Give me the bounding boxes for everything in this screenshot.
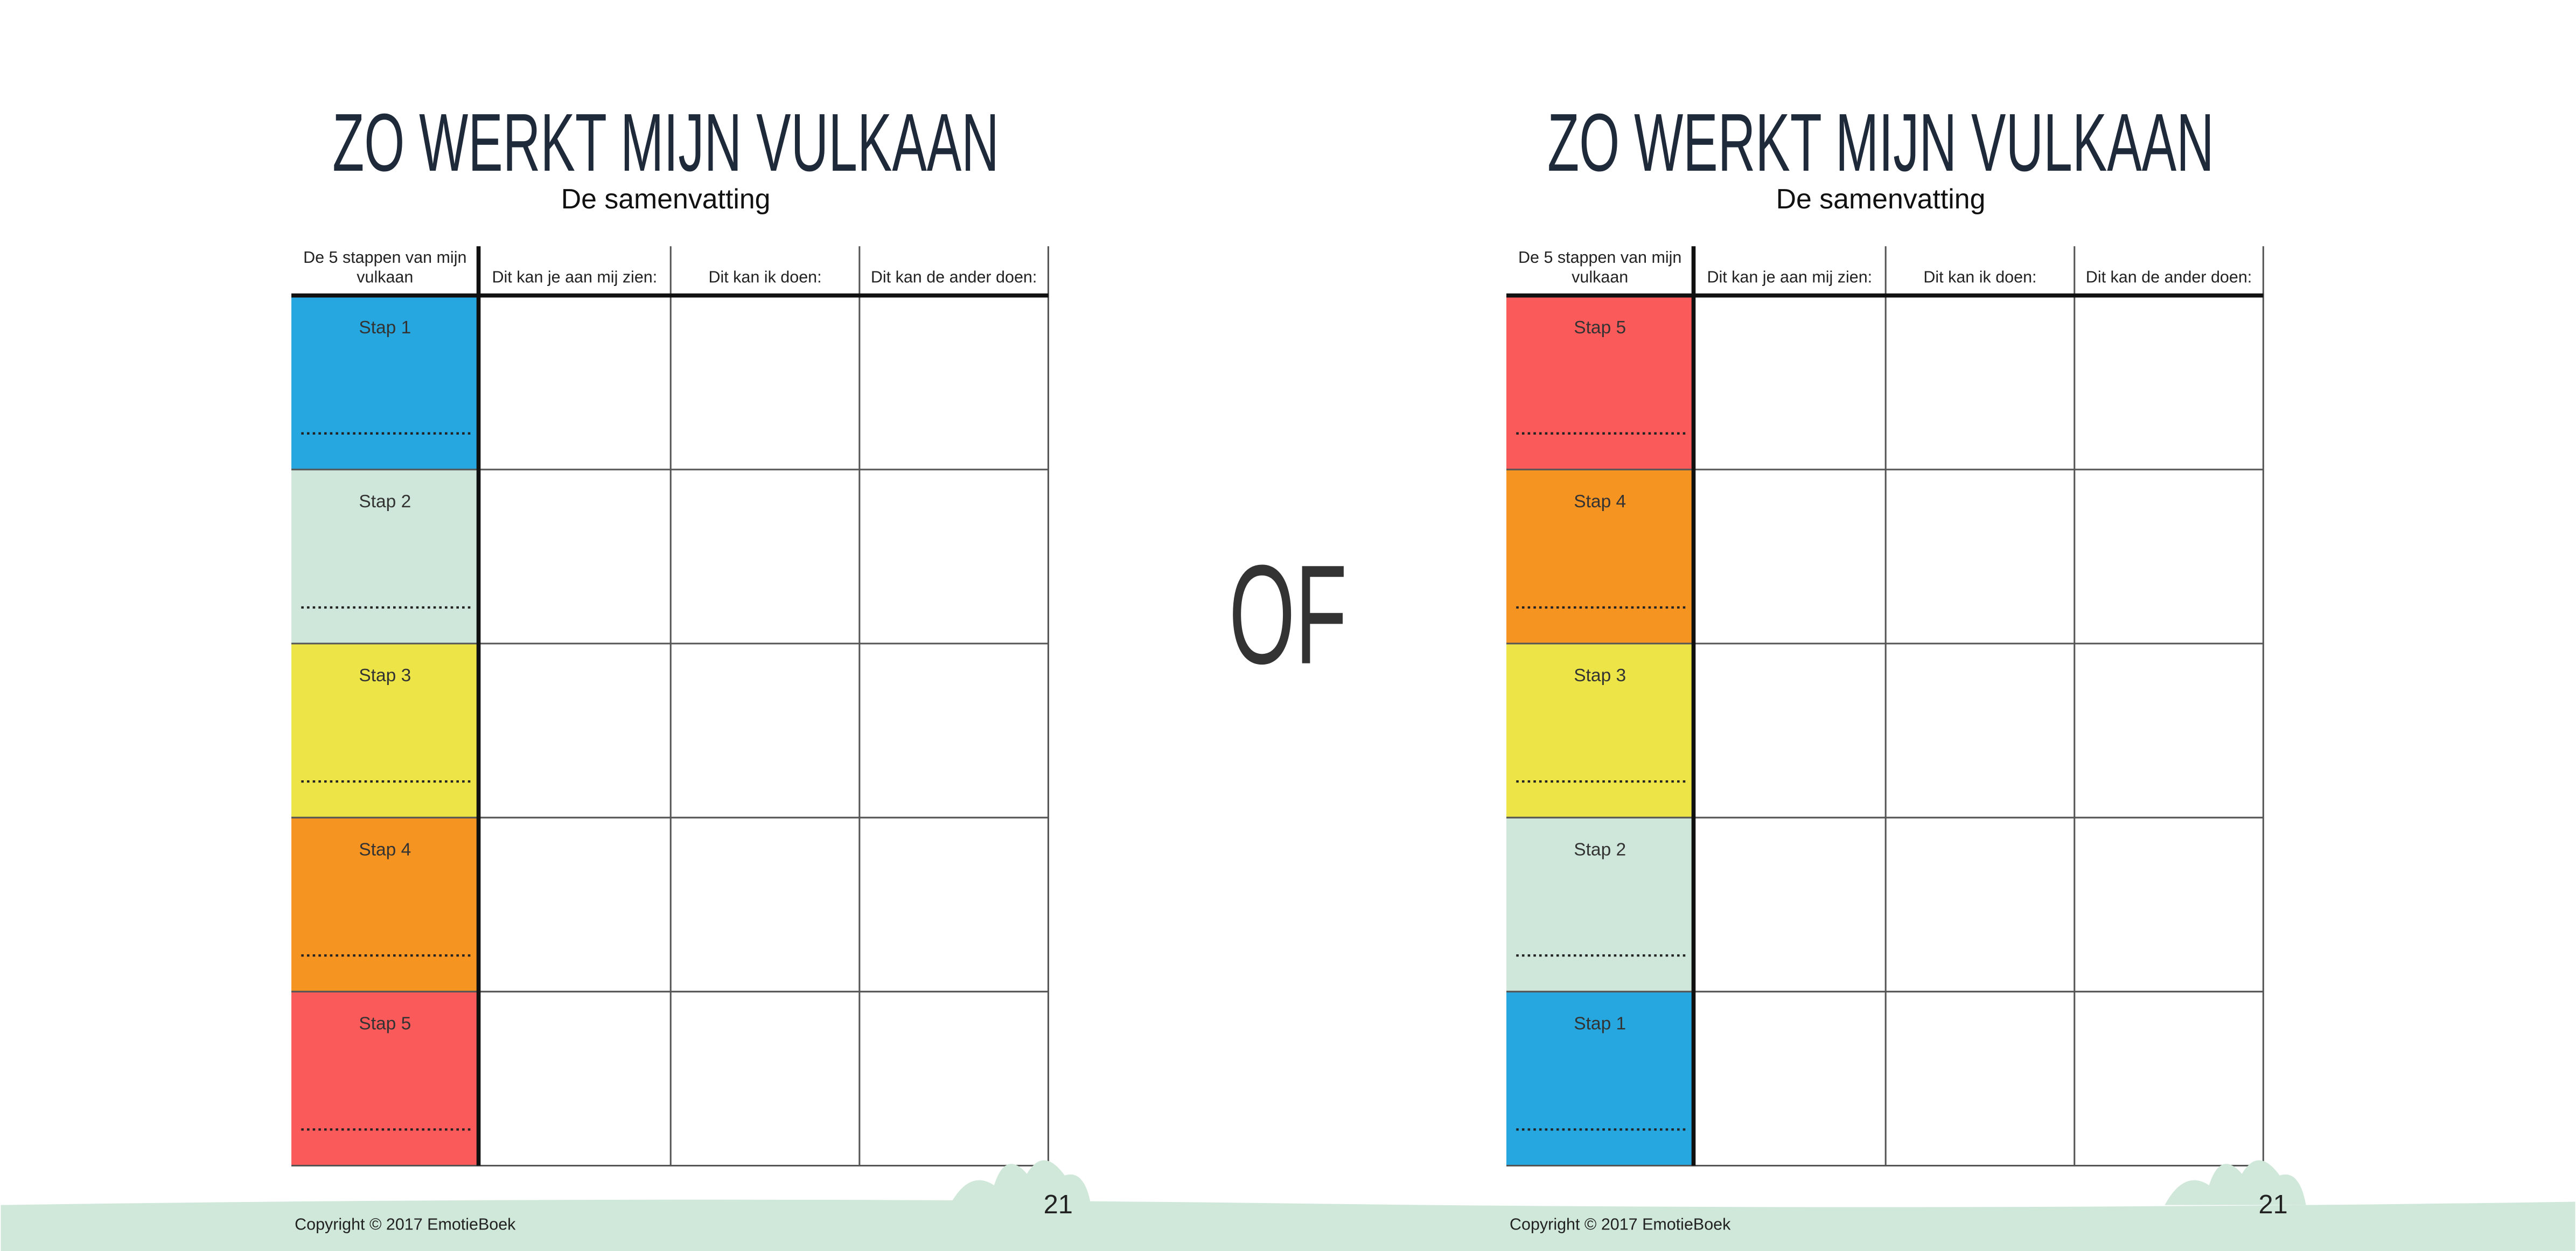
- step-label: Stap 2: [359, 492, 411, 512]
- step-label: Stap 1: [1574, 1014, 1626, 1033]
- step-cell: [291, 817, 479, 992]
- bush: [2165, 1160, 2306, 1205]
- step-label: Stap 4: [1574, 492, 1626, 512]
- column-header-text: Dit kan de ander doen:: [2085, 269, 2252, 288]
- step-cell: [291, 469, 479, 644]
- step-cell: [1506, 295, 1694, 470]
- step-label: Stap 3: [1574, 666, 1626, 686]
- column-header-text: Dit kan de ander doen:: [870, 269, 1037, 288]
- title: ZO WERKT MIJN VULKAAN: [1547, 97, 2214, 188]
- step-label: Stap 2: [1574, 840, 1626, 859]
- step-label: Stap 1: [359, 318, 411, 338]
- column-header: De 5 stappen van mijn vulkaan: [303, 249, 467, 288]
- column-header-text: Dit kan ik doen:: [708, 269, 822, 288]
- column-header-text: De 5 stappen van mijn vulkaan: [1518, 249, 1682, 288]
- footer-band: [1, 1199, 2575, 1251]
- column-header: Dit kan ik doen:: [708, 269, 822, 288]
- bush: [950, 1160, 1091, 1205]
- step-label: Stap 5: [1574, 318, 1626, 338]
- step-cell: [1506, 817, 1694, 992]
- page-number: 21: [2259, 1190, 2288, 1219]
- page-number: 21: [1044, 1190, 1073, 1219]
- step-cell: [291, 991, 479, 1166]
- step-label: Stap 3: [359, 666, 411, 686]
- step-cell: [1506, 469, 1694, 644]
- step-label: Stap 5: [359, 1014, 411, 1033]
- step-cell: [1506, 991, 1694, 1166]
- step-cell: [1506, 644, 1694, 818]
- column-header-text: Dit kan ik doen:: [1923, 269, 2037, 288]
- step-cell: [291, 295, 479, 470]
- step-label: Stap 4: [359, 840, 411, 859]
- step-cell: [291, 644, 479, 818]
- column-header: Dit kan ik doen:: [1923, 269, 2037, 288]
- column-header-text: De 5 stappen van mijn vulkaan: [303, 249, 467, 288]
- separator: OF: [1229, 536, 1347, 694]
- column-header-text: Dit kan je aan mij zien:: [492, 269, 658, 288]
- copyright: Copyright © 2017 EmotieBoek: [295, 1215, 516, 1233]
- subtitle: De samenvatting: [561, 183, 771, 214]
- column-header: Dit kan de ander doen:: [870, 269, 1037, 288]
- column-header-text: Dit kan je aan mij zien:: [1707, 269, 1873, 288]
- column-header: Dit kan de ander doen:: [2085, 269, 2252, 288]
- subtitle: De samenvatting: [1776, 183, 1986, 214]
- column-header: Dit kan je aan mij zien:: [1707, 269, 1873, 288]
- title: ZO WERKT MIJN VULKAAN: [332, 97, 999, 188]
- column-header: De 5 stappen van mijn vulkaan: [1518, 249, 1682, 288]
- copyright: Copyright © 2017 EmotieBoek: [1510, 1215, 1731, 1233]
- column-header: Dit kan je aan mij zien:: [492, 269, 658, 288]
